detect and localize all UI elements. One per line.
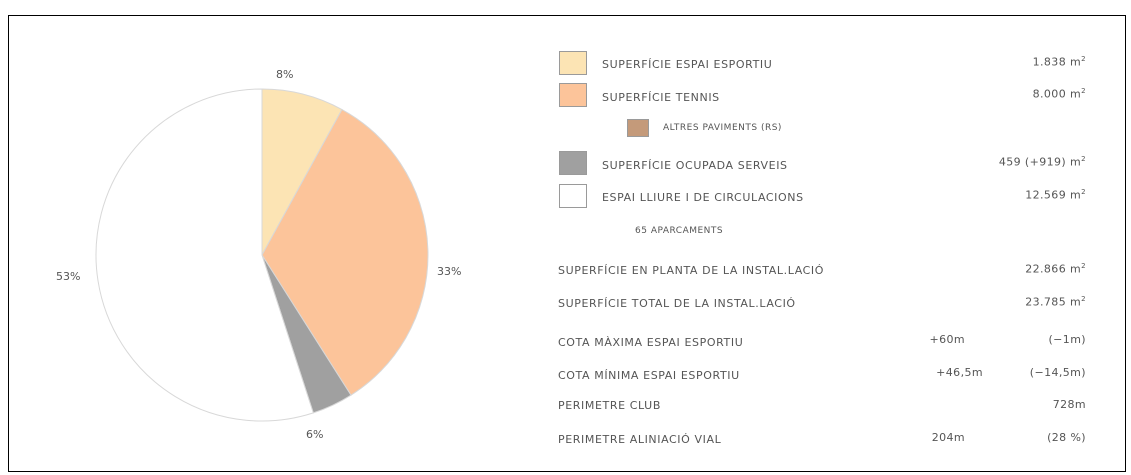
stat-label-perimetre-club: PERIMETRE CLUB [558, 399, 661, 412]
stat-value-perimetre-vial: 204m [931, 431, 965, 444]
legend-swatch-serveis [559, 151, 587, 175]
legend-value-tennis: 8.000 m2 [1032, 87, 1086, 101]
stat-value-perimetre-vial-percent: (28 %) [1047, 431, 1086, 444]
legend-value-espai-lliure: 12.569 m2 [1025, 188, 1086, 202]
legend-label-serveis: SUPERFÍCIE OCUPADA SERVEIS [602, 159, 788, 172]
legend-label-tennis: SUPERFÍCIE TENNIS [602, 91, 720, 104]
stat-label-cota-maxima: COTA MÀXIMA ESPAI ESPORTIU [558, 336, 744, 349]
stat-label-superficie-planta: SUPERFÍCIE EN PLANTA DE LA INSTAL.LACIÓ [558, 264, 825, 277]
stat-value-cota-minima: +46,5m [936, 366, 983, 379]
legend-swatch-espai-lliure [559, 184, 587, 208]
legend-swatch-tennis [559, 83, 587, 107]
drawing-frame [8, 15, 1126, 472]
slice-label-espai-esportiu: 8% [276, 68, 294, 81]
stat-label-perimetre-vial: PERIMETRE ALINIACIÓ VIAL [558, 433, 722, 446]
legend-swatch-altres-paviments [627, 119, 649, 137]
stat-value-perimetre-club: 728m [1052, 398, 1086, 411]
stat-label-cota-minima: COTA MÍNIMA ESPAI ESPORTIU [558, 369, 740, 382]
stat-value-cota-maxima-relative: (−1m) [1048, 333, 1086, 346]
stat-value-superficie-planta: 22.866 m2 [1025, 262, 1086, 276]
legend-label-espai-lliure: ESPAI LLIURE I DE CIRCULACIONS [602, 191, 804, 204]
parking-note: 65 APARCAMENTS [635, 226, 724, 236]
stat-value-cota-maxima: +60m [929, 333, 965, 346]
pie-slice-tennis [261, 108, 429, 396]
legend-value-espai-esportiu: 1.838 m2 [1032, 55, 1086, 69]
legend-value-serveis: 459 (+919) m2 [998, 155, 1086, 169]
stat-value-superficie-total: 23.785 m2 [1025, 295, 1086, 309]
slice-label-espai-lliure: 53% [56, 270, 81, 283]
slice-label-tennis: 33% [437, 265, 462, 278]
legend-label-espai-esportiu: SUPERFÍCIE ESPAI ESPORTIU [602, 58, 773, 71]
slice-label-serveis: 6% [306, 428, 324, 441]
legend-swatch-espai-esportiu [559, 51, 587, 75]
legend-label-altres-paviments: ALTRES PAVIMENTS (RS) [663, 123, 782, 133]
pie-chart [95, 88, 429, 422]
pie-slice-espai-lliure [95, 88, 314, 422]
stat-value-cota-minima-relative: (−14,5m) [1029, 366, 1086, 379]
stat-label-superficie-total: SUPERFÍCIE TOTAL DE LA INSTAL.LACIÓ [558, 297, 796, 310]
